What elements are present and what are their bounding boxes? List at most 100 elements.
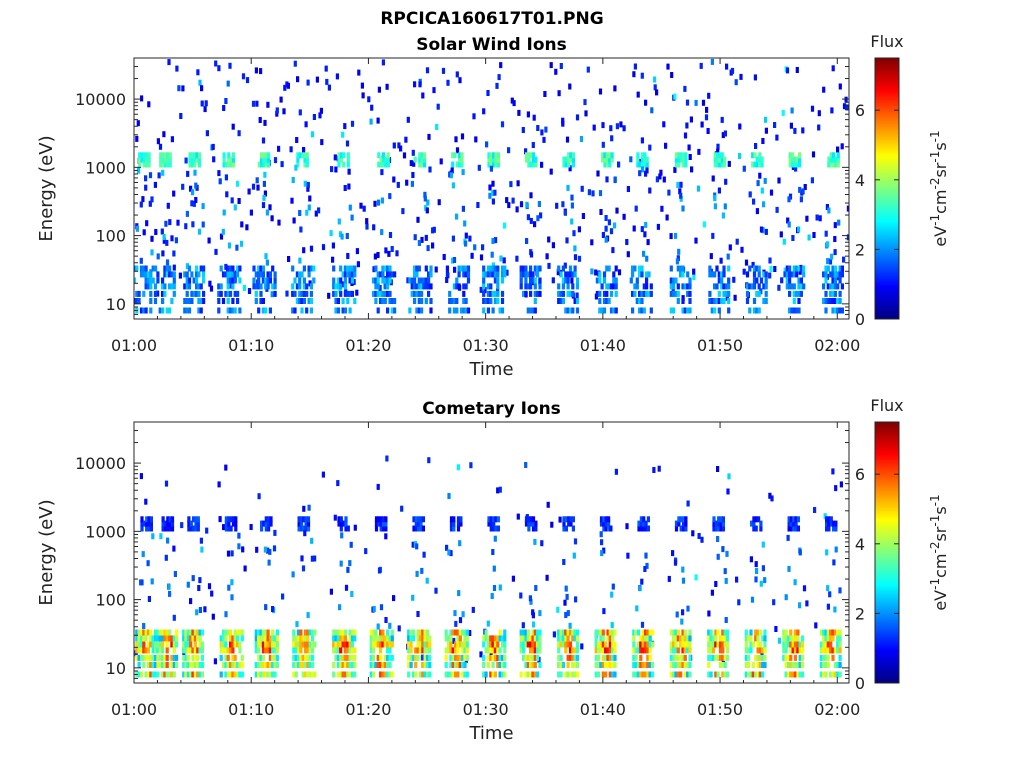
- data-cell: [213, 658, 217, 665]
- data-cell: [346, 161, 350, 168]
- data-cell: [824, 277, 828, 284]
- data-cell: [613, 85, 617, 92]
- data-cell: [388, 662, 392, 668]
- data-cell: [390, 307, 394, 314]
- data-cell: [761, 138, 765, 144]
- data-cell: [226, 80, 230, 87]
- data-cell: [720, 152, 724, 159]
- data-cell: [679, 641, 683, 648]
- data-cell: [384, 161, 388, 168]
- data-cell: [332, 629, 336, 636]
- data-cell: [527, 152, 531, 159]
- data-cell: [304, 520, 308, 527]
- data-cell: [380, 229, 384, 236]
- data-cell: [267, 161, 271, 168]
- data-cell: [190, 271, 194, 278]
- data-cell: [533, 654, 537, 661]
- data-cell: [456, 654, 460, 661]
- data-cell: [596, 170, 600, 177]
- data-cell: [737, 599, 741, 606]
- data-cell: [449, 641, 453, 648]
- data-cell: [763, 577, 767, 584]
- data-cell: [819, 647, 823, 654]
- data-cell: [679, 671, 683, 678]
- data-cell: [754, 576, 758, 583]
- data-cell: [638, 585, 642, 592]
- data-cell: [829, 298, 833, 304]
- data-cell: [748, 307, 752, 314]
- data-cell: [726, 253, 730, 260]
- data-cell: [432, 87, 436, 94]
- data-cell: [610, 135, 614, 142]
- data-cell: [452, 525, 456, 532]
- data-cell: [184, 641, 188, 648]
- data-cell: [570, 277, 574, 284]
- data-cell: [714, 635, 718, 642]
- data-cell: [524, 152, 529, 159]
- data-cell: [640, 166, 645, 173]
- data-cell: [524, 271, 528, 278]
- data-cell: [598, 290, 602, 297]
- data-cell: [348, 654, 352, 661]
- data-cell: [452, 283, 456, 290]
- data-cell: [170, 525, 175, 532]
- data-cell: [688, 662, 692, 668]
- data-cell: [714, 629, 718, 636]
- data-cell: [153, 290, 158, 297]
- data-cell: [564, 307, 568, 314]
- data-cell: [822, 641, 826, 648]
- data-cell: [306, 671, 310, 678]
- data-cell: [700, 536, 704, 543]
- data-cell: [568, 83, 572, 90]
- data-cell: [254, 671, 258, 678]
- data-cell: [752, 520, 756, 527]
- data-cell: [184, 157, 188, 164]
- data-cell: [500, 121, 505, 128]
- data-cell: [318, 112, 322, 119]
- data-cell: [261, 202, 266, 209]
- data-cell: [814, 622, 818, 629]
- data-cell: [359, 202, 363, 209]
- data-cell: [142, 647, 146, 654]
- data-cell: [725, 671, 730, 678]
- data-cell: [718, 662, 723, 668]
- data-cell: [458, 654, 462, 661]
- data-cell: [694, 574, 698, 581]
- data-cell: [754, 654, 758, 661]
- data-cell: [792, 283, 796, 290]
- data-cell: [234, 520, 238, 527]
- data-cell: [451, 629, 455, 636]
- data-cell: [829, 283, 833, 290]
- data-cell: [524, 671, 528, 678]
- data-cell: [709, 253, 713, 260]
- data-cell: [175, 654, 179, 661]
- data-cell: [721, 635, 725, 642]
- data-cell: [254, 271, 258, 278]
- data-cell: [577, 226, 581, 233]
- data-cell: [831, 647, 835, 654]
- data-cell: [597, 671, 601, 678]
- data-cell: [226, 654, 230, 661]
- data-cell: [784, 641, 788, 648]
- data-cell: [842, 256, 846, 263]
- data-cell: [339, 647, 343, 654]
- data-cell: [531, 307, 535, 314]
- data-cell: [191, 189, 195, 196]
- data-cell: [170, 520, 175, 527]
- data-cell: [751, 261, 755, 268]
- data-cell: [764, 116, 768, 123]
- data-cell: [648, 635, 652, 642]
- data-cell: [496, 271, 500, 278]
- data-cell: [292, 647, 296, 654]
- data-cell: [559, 298, 563, 304]
- data-cell: [292, 662, 296, 668]
- data-cell: [713, 156, 717, 163]
- data-cell: [321, 471, 325, 478]
- data-cell: [754, 561, 758, 568]
- data-cell: [415, 543, 419, 550]
- data-cell: [185, 283, 189, 290]
- data-cell: [568, 641, 573, 648]
- data-cell: [482, 290, 486, 297]
- data-cell: [575, 307, 580, 314]
- data-cell: [286, 82, 290, 89]
